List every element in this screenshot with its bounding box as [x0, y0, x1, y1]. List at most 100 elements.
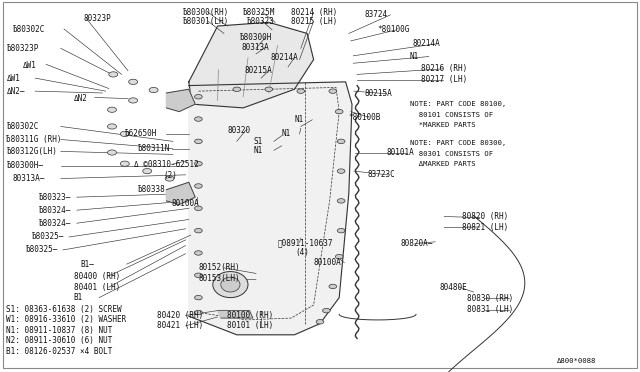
Text: ΔW1: ΔW1: [6, 74, 20, 83]
Circle shape: [323, 308, 330, 313]
Text: ƀ80325M: ƀ80325M: [243, 8, 276, 17]
Circle shape: [195, 206, 202, 211]
Text: N1: 08911-10837 (8) NUT: N1: 08911-10837 (8) NUT: [6, 326, 113, 335]
Text: ƀ80323—: ƀ80323—: [38, 193, 71, 202]
Text: 80821 (LH): 80821 (LH): [462, 223, 508, 232]
Circle shape: [108, 107, 116, 112]
Text: ƀ80323P: ƀ80323P: [6, 44, 39, 53]
Circle shape: [195, 161, 202, 166]
Text: N1: N1: [410, 52, 419, 61]
Circle shape: [195, 310, 202, 315]
Circle shape: [149, 87, 158, 93]
Text: 80100 (RH): 80100 (RH): [227, 311, 273, 320]
Text: B1—: B1—: [80, 260, 94, 269]
Text: N2: 08911-30610 (6) NUT: N2: 08911-30610 (6) NUT: [6, 336, 113, 345]
Text: 80480E: 80480E: [439, 283, 467, 292]
Text: B1: 08126-02537 ×4 BOLT: B1: 08126-02537 ×4 BOLT: [6, 347, 113, 356]
Circle shape: [195, 228, 202, 233]
Text: S1: 08363-61638 (2) SCREW: S1: 08363-61638 (2) SCREW: [6, 305, 122, 314]
Text: ƀ80312G(LH): ƀ80312G(LH): [6, 147, 57, 156]
Text: ƀ80325—: ƀ80325—: [26, 246, 58, 254]
Text: ƀ80323: ƀ80323: [246, 17, 274, 26]
Text: Δ ©08310-62512: Δ ©08310-62512: [134, 160, 199, 169]
Text: Ⓠ08911-10637: Ⓠ08911-10637: [278, 238, 333, 247]
Text: ƀ80324—: ƀ80324—: [38, 206, 71, 215]
Text: (2): (2): [163, 171, 177, 180]
Text: ƀ80324—: ƀ80324—: [38, 219, 71, 228]
Circle shape: [195, 273, 202, 278]
Text: 80217 (LH): 80217 (LH): [421, 76, 467, 84]
Circle shape: [120, 131, 129, 137]
Circle shape: [316, 320, 324, 324]
Text: N1: N1: [282, 129, 291, 138]
Text: 80214 (RH): 80214 (RH): [291, 8, 337, 17]
Text: 80101A: 80101A: [387, 148, 414, 157]
Text: 80420 (RH): 80420 (RH): [157, 311, 203, 320]
Circle shape: [120, 161, 129, 166]
Text: ƀ80338: ƀ80338: [138, 185, 165, 194]
Text: 80820 (RH): 80820 (RH): [462, 212, 508, 221]
Text: ΔMARKED PARTS: ΔMARKED PARTS: [410, 161, 476, 167]
Circle shape: [337, 169, 345, 173]
Text: 80216 (RH): 80216 (RH): [421, 64, 467, 73]
Circle shape: [335, 254, 343, 259]
Text: N1: N1: [253, 146, 262, 155]
Text: 83724: 83724: [365, 10, 388, 19]
Circle shape: [195, 139, 202, 144]
Text: N1: N1: [294, 115, 303, 124]
Text: 80214A: 80214A: [271, 53, 298, 62]
Text: 80215A: 80215A: [365, 89, 392, 98]
Circle shape: [265, 87, 273, 92]
Text: *80100B: *80100B: [348, 113, 381, 122]
Text: 80100A: 80100A: [314, 258, 341, 267]
Text: B1: B1: [74, 293, 83, 302]
Polygon shape: [166, 89, 195, 112]
Circle shape: [165, 176, 174, 181]
Circle shape: [195, 117, 202, 121]
Text: 80215 (LH): 80215 (LH): [291, 17, 337, 26]
Text: (4): (4): [296, 248, 310, 257]
Text: 80400 (RH): 80400 (RH): [74, 272, 120, 280]
Polygon shape: [218, 311, 253, 318]
Circle shape: [337, 139, 345, 144]
Circle shape: [337, 228, 345, 233]
Circle shape: [129, 79, 138, 84]
Text: 80313A—: 80313A—: [13, 174, 45, 183]
Text: ƀ80325—: ƀ80325—: [32, 232, 65, 241]
Text: NOTE: PART CODE 80300,: NOTE: PART CODE 80300,: [410, 140, 506, 146]
Text: 80101 (LH): 80101 (LH): [227, 321, 273, 330]
Circle shape: [329, 284, 337, 289]
Circle shape: [335, 109, 343, 114]
Text: ƀ80300H—: ƀ80300H—: [6, 161, 44, 170]
Polygon shape: [166, 182, 195, 205]
Text: ΔW1: ΔW1: [22, 61, 36, 70]
Ellipse shape: [221, 277, 240, 292]
Text: ƀ80300H: ƀ80300H: [240, 33, 273, 42]
Circle shape: [195, 94, 202, 99]
Circle shape: [108, 150, 116, 155]
Text: 80313A: 80313A: [242, 43, 269, 52]
Text: ΔN2: ΔN2: [74, 94, 88, 103]
Circle shape: [195, 251, 202, 255]
Text: 80820A—: 80820A—: [401, 239, 433, 248]
Text: 80830 (RH): 80830 (RH): [467, 294, 513, 303]
Text: 80214A: 80214A: [413, 39, 440, 48]
Circle shape: [195, 295, 202, 300]
Circle shape: [195, 184, 202, 188]
Text: ƀ62650H: ƀ62650H: [125, 129, 157, 138]
Ellipse shape: [212, 272, 248, 298]
Circle shape: [143, 169, 152, 174]
Text: W1: 08916-33610 (2) WASHER: W1: 08916-33610 (2) WASHER: [6, 315, 127, 324]
Text: 80215A: 80215A: [244, 66, 272, 75]
Text: ƀ80311N: ƀ80311N: [138, 144, 170, 153]
Text: 80323P: 80323P: [83, 14, 111, 23]
Text: 80153(LH): 80153(LH): [198, 274, 240, 283]
Circle shape: [337, 199, 345, 203]
Text: ƀ80300(RH): ƀ80300(RH): [182, 8, 228, 17]
Text: ƀ80301(LH): ƀ80301(LH): [182, 17, 228, 26]
Text: *80100G: *80100G: [378, 25, 410, 34]
Circle shape: [297, 89, 305, 93]
Polygon shape: [189, 82, 352, 335]
Text: 80100A: 80100A: [172, 199, 199, 208]
Circle shape: [233, 87, 241, 92]
